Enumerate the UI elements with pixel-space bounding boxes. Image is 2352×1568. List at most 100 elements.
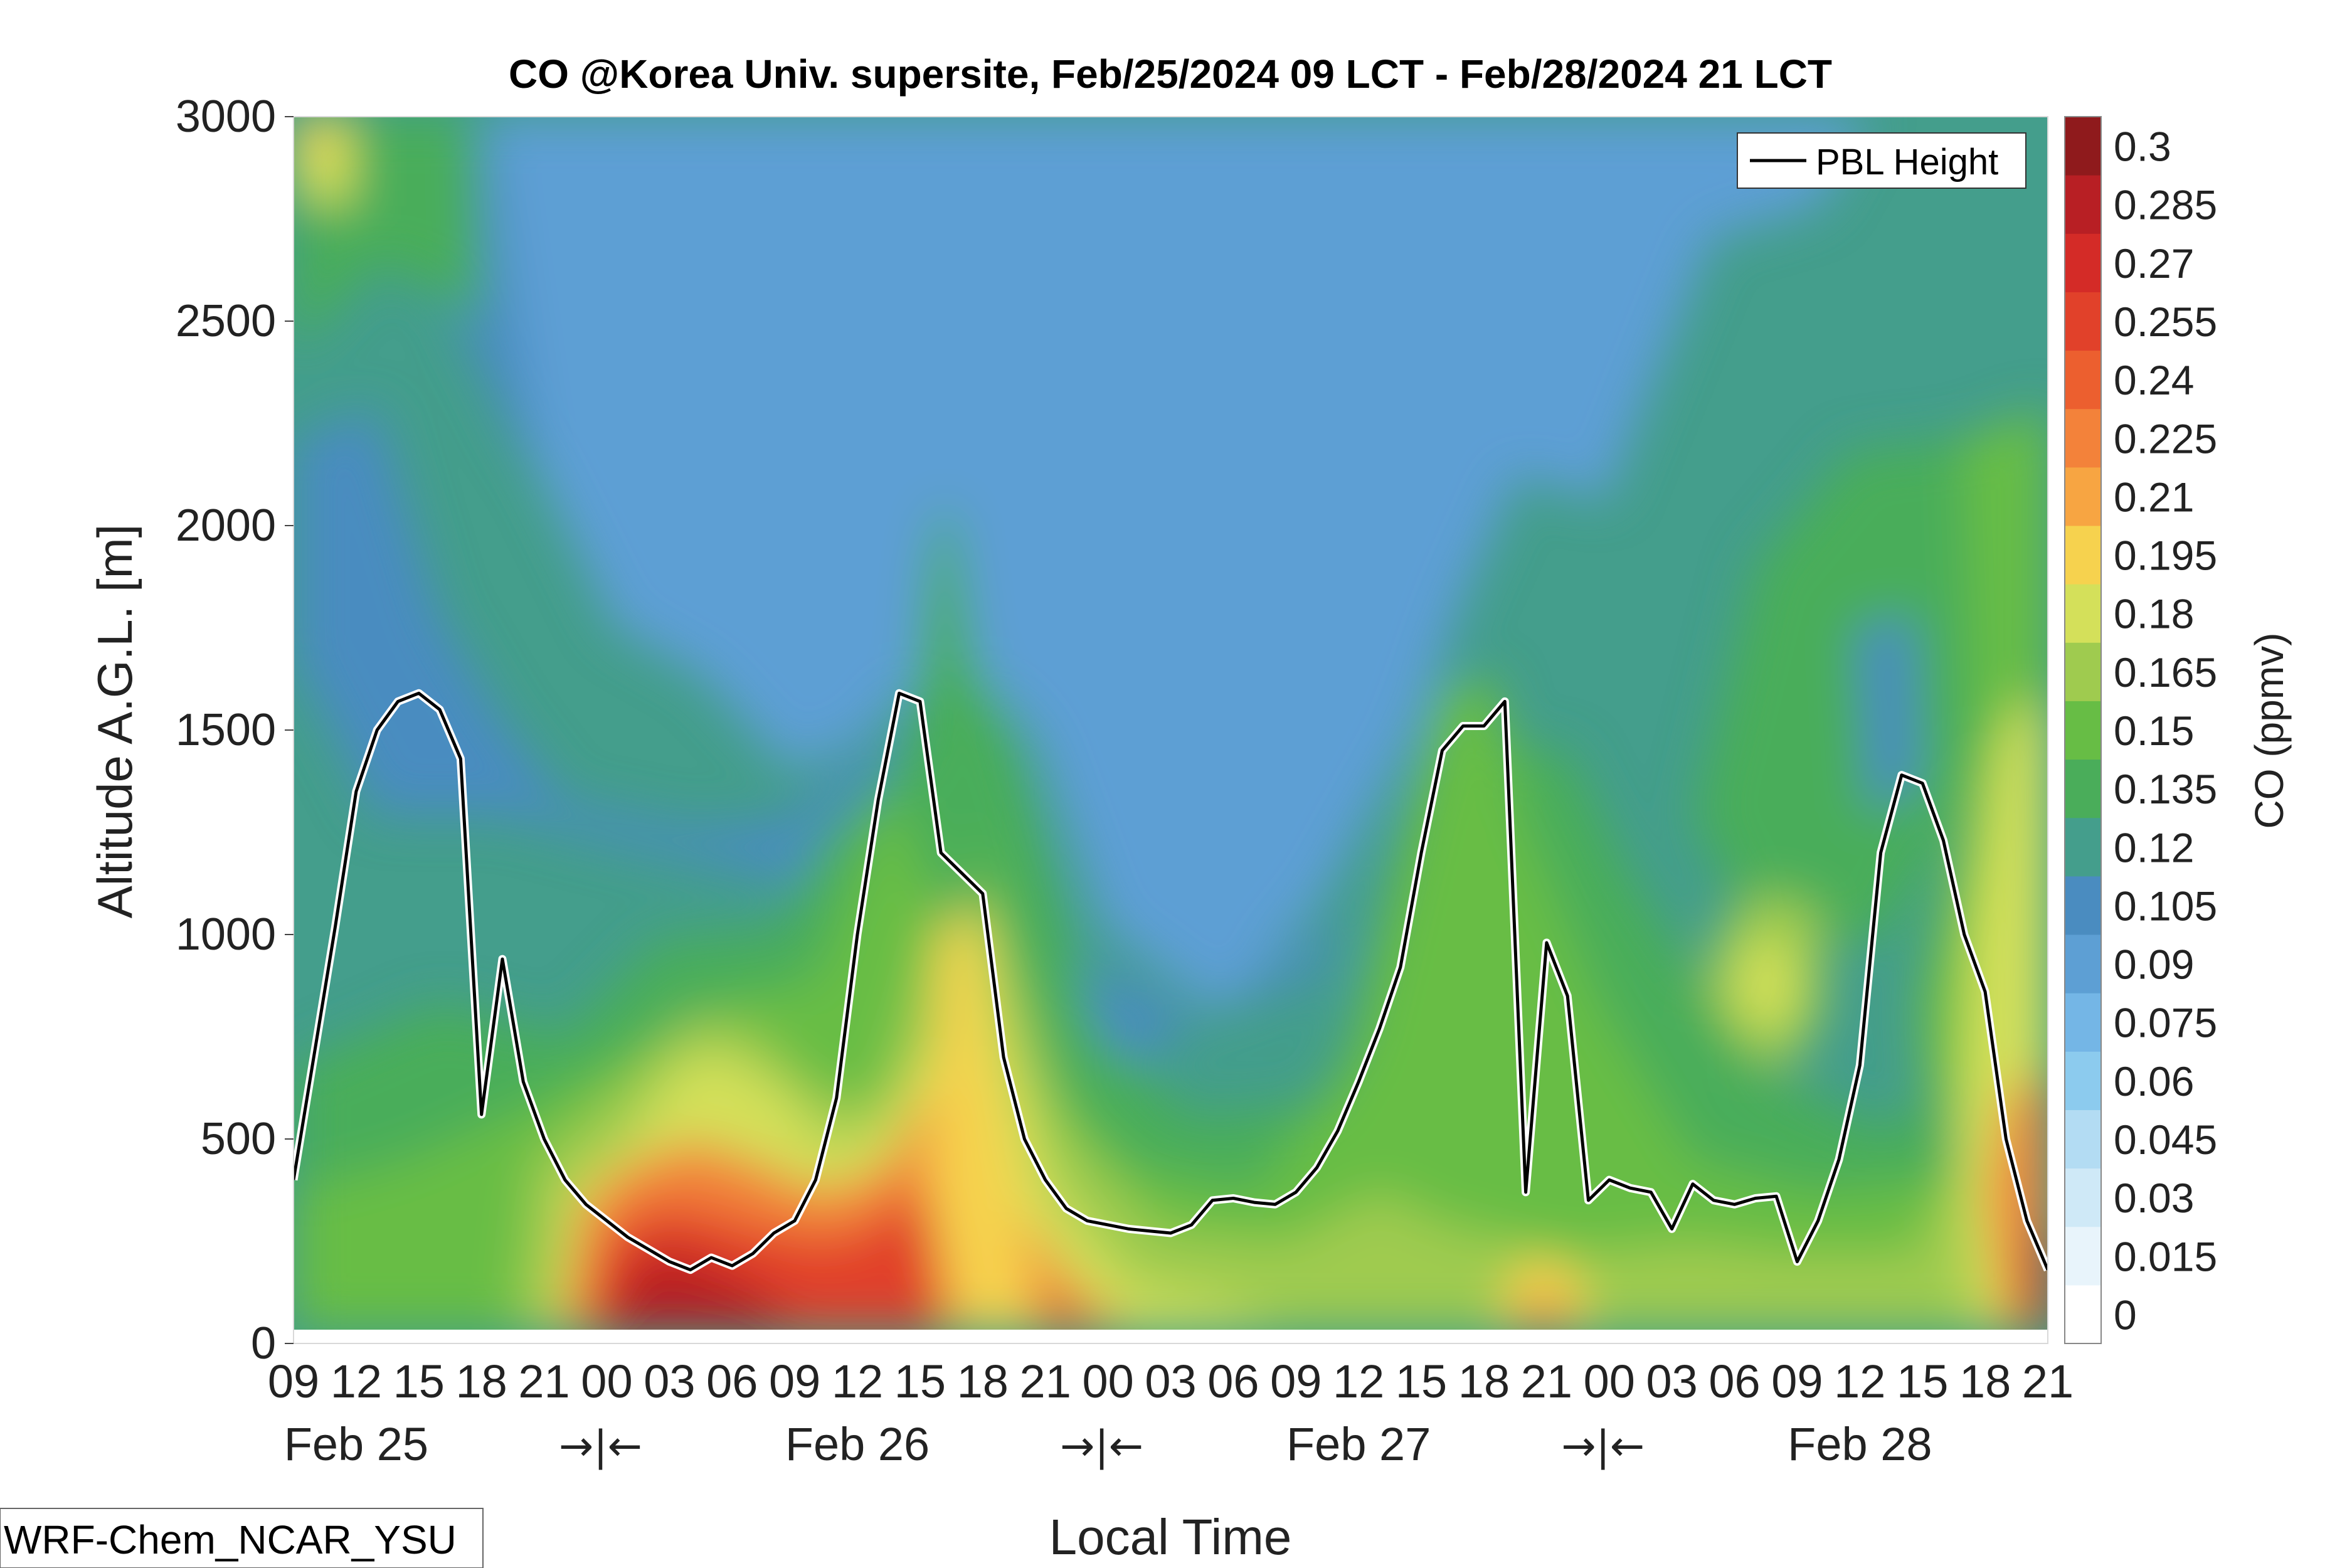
- colorbar-tick-label: 0.15: [2114, 707, 2194, 754]
- x-tick-label: 18: [1959, 1355, 2011, 1407]
- x-tick-label: 12: [1333, 1355, 1384, 1407]
- x-tick-label: 03: [1145, 1355, 1196, 1407]
- y-tick-label: 500: [201, 1114, 276, 1164]
- x-tick-label: 06: [706, 1355, 758, 1407]
- field-region-right-lightgreen: [1693, 439, 1994, 941]
- colorbar-frame: [2064, 116, 2102, 1344]
- x-tick-label: 15: [1897, 1355, 1948, 1407]
- colorbar-segment: [2065, 175, 2101, 234]
- colorbar-segment: [2065, 1285, 2101, 1344]
- colorbar-segment: [2065, 292, 2101, 351]
- colorbar-segment: [2065, 1051, 2101, 1110]
- x-tick-label: 03: [644, 1355, 695, 1407]
- y-tick-label: 3000: [176, 92, 276, 142]
- y-tick-label: 1500: [176, 705, 276, 755]
- field-region-low-darkred: [602, 1248, 797, 1330]
- x-tick-label: 21: [518, 1355, 569, 1407]
- field-region-feb27-body: [1367, 677, 1524, 1192]
- colorbar-tick-label: 0.18: [2114, 591, 2194, 637]
- field-region-feb26-orange: [928, 866, 1041, 1330]
- x-tick-label: 09: [268, 1355, 319, 1407]
- ground-strip: [294, 1330, 2048, 1343]
- x-tick-label: 18: [1458, 1355, 1510, 1407]
- field-region-feb27-spot: [1499, 1254, 1587, 1330]
- x-tick-label: 12: [832, 1355, 883, 1407]
- colorbar-segment: [2065, 1110, 2101, 1169]
- colorbar-tick-label: 0.21: [2114, 474, 2194, 520]
- colorbar-segment: [2065, 350, 2101, 410]
- x-axis: 09 12 15 18 21 00 03 06 09 12 15 18 21 00 03 06 09 12 15 18…: [268, 1355, 2074, 1470]
- chart-title: CO @Korea Univ. supersite, Feb/25/2024 0…: [509, 51, 1832, 97]
- x-tick-label: 15: [1396, 1355, 1447, 1407]
- colorbar-tick-label: 0.105: [2114, 882, 2217, 929]
- colorbar-label: CO (ppmv): [2247, 633, 2292, 829]
- x-tick-label: 00: [1584, 1355, 1635, 1407]
- y-tick-label: 2000: [176, 501, 276, 551]
- y-axis-label: Altitude A.G.L. [m]: [87, 524, 142, 919]
- x-tick-label: 18: [456, 1355, 507, 1407]
- colorbar: 0 0.015 0.03 0.045 0.06 0.075 0.09 0.105 0.12 0.1…: [2064, 116, 2217, 1344]
- colorbar-tick-label: 0: [2114, 1291, 2137, 1338]
- field-region-feb26-plume: [903, 502, 978, 941]
- x-tick-label: 21: [1020, 1355, 1071, 1407]
- colorbar-segment: [2065, 526, 2101, 585]
- x-date-label: Feb 27: [1286, 1418, 1431, 1470]
- x-tick-label: 21: [1521, 1355, 1572, 1407]
- field-region-right-yellow-core: [1737, 941, 1794, 1029]
- field-region-topleft-orange: [294, 117, 332, 157]
- x-tick-label: 00: [1082, 1355, 1133, 1407]
- x-tick-label: 09: [1771, 1355, 1823, 1407]
- colorbar-tick-label: 0.12: [2114, 824, 2194, 871]
- x-tick-label: 15: [894, 1355, 946, 1407]
- x-date-label: Feb 28: [1788, 1418, 1932, 1470]
- colorbar-segment: [2065, 876, 2101, 935]
- x-date-label: Feb 25: [284, 1418, 428, 1470]
- colorbar-tick-label: 0.24: [2114, 357, 2194, 403]
- colorbar-segment: [2065, 701, 2101, 760]
- x-day-separator: →|←: [559, 1422, 642, 1470]
- x-tick-label: 09: [769, 1355, 820, 1407]
- x-axis-label: Local Time: [1049, 1509, 1292, 1565]
- colorbar-segment: [2065, 935, 2101, 993]
- x-tick-label: 18: [957, 1355, 1009, 1407]
- x-tick-label: 06: [1708, 1355, 1760, 1407]
- field-region-upper-blue: [489, 117, 1869, 1016]
- colorbar-tick-label: 0.135: [2114, 766, 2217, 812]
- model-label-box: WRF-Chem_NCAR_YSU: [0, 1508, 484, 1568]
- colorbar-segment: [2065, 993, 2101, 1052]
- colorbar-segment: [2065, 817, 2101, 877]
- colorbar-tick-label: 0.045: [2114, 1116, 2217, 1163]
- x-tick-label: 03: [1646, 1355, 1697, 1407]
- colorbar-segment: [2065, 584, 2101, 643]
- x-tick-label: 12: [331, 1355, 382, 1407]
- colorbar-tick-label: 0.255: [2114, 299, 2217, 345]
- y-axis: 0 500 1000 1500 2000 2500 3000: [176, 92, 294, 1369]
- colorbar-tick-label: 0.165: [2114, 649, 2217, 696]
- y-tick-label: 1000: [176, 909, 276, 960]
- colorbar-tick-label: 0.225: [2114, 415, 2217, 462]
- field-region-rightedge-blue: [1857, 615, 1919, 815]
- colorbar-segment: [2065, 1168, 2101, 1227]
- model-label: WRF-Chem_NCAR_YSU: [4, 1517, 457, 1562]
- colorbar-segment: [2065, 233, 2101, 292]
- x-tick-label: 00: [581, 1355, 632, 1407]
- concentration-field: [294, 117, 2048, 1343]
- field-region-dark-blue: [294, 408, 1348, 1066]
- field-region-feb27-spot-red: [1518, 1298, 1568, 1330]
- y-tick-label: 0: [251, 1318, 276, 1369]
- colorbar-segment: [2065, 117, 2101, 176]
- colorbar-tick-label: 0.06: [2114, 1058, 2194, 1104]
- x-tick-label: 06: [1207, 1355, 1259, 1407]
- x-day-separator: →|←: [1060, 1422, 1143, 1470]
- colorbar-tick-label: 0.285: [2114, 182, 2217, 228]
- colorbar-tick-label: 0.3: [2114, 124, 2171, 170]
- y-tick-label: 2500: [176, 296, 276, 346]
- legend-entry-pbl: PBL Height: [1816, 142, 1998, 183]
- colorbar-segment: [2065, 1226, 2101, 1286]
- colorbar-segment: [2065, 642, 2101, 701]
- x-tick-label: 09: [1270, 1355, 1322, 1407]
- colorbar-tick-label: 0.015: [2114, 1233, 2217, 1279]
- colorbar-tick-label: 0.09: [2114, 941, 2194, 988]
- colorbar-segment: [2065, 759, 2101, 818]
